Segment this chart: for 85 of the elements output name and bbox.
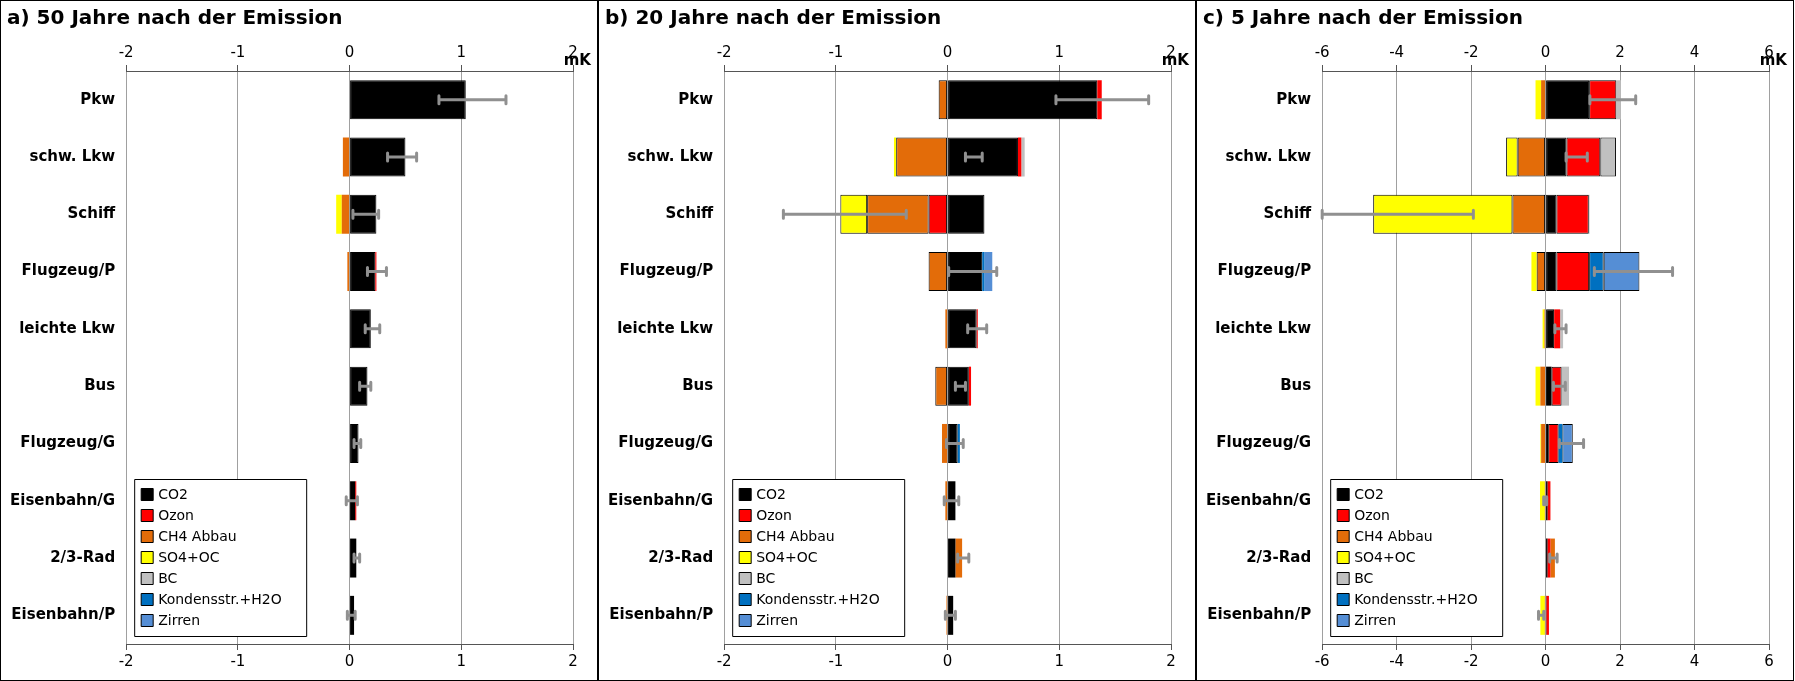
legend-label: Zirren [1354,612,1397,629]
y-tick-label: Eisenbahn/P [1207,605,1312,624]
legend-label: CH4 Abbau [756,528,835,545]
legend-label: SO4+OC [158,549,220,566]
chart-title: c) 5 Jahre nach der Emission [1203,5,1523,30]
y-tick-label: 2/3-Rad [50,547,116,566]
x2-tick-label: -2 [716,42,732,61]
legend-label: BC [756,570,776,587]
y-tick-label: Schiff [665,204,715,223]
x2-tick-label: 2 [1615,42,1625,61]
x-tick-label: 0 [344,651,355,670]
legend-label: Kondensstr.+H2O [756,591,880,608]
y-tick-label: Pkw [1276,89,1312,108]
y-tick-label: Flugzeug/G [618,433,714,452]
x-tick-label: -6 [1314,651,1330,670]
legend-label: Zirren [756,612,799,629]
legend-label: CO2 [756,486,786,503]
x2-tick-label: -1 [828,42,844,61]
x2-tick-label: -2 [1463,42,1479,61]
legend-label: BC [1354,570,1374,587]
x-tick-label: 4 [1689,651,1700,670]
y-tick-label: Schiff [67,204,117,223]
x-tick-label: -1 [230,651,246,670]
legend-label: Zirren [158,612,201,629]
x2-tick-label: 0 [1540,42,1551,61]
y-tick-label: Schiff [1263,204,1313,223]
x-tick-label: 1 [1054,651,1065,670]
y-tick-label: Pkw [678,89,714,108]
x2-tick-label: -6 [1314,42,1330,61]
chart-title: b) 20 Jahre nach der Emission [605,5,942,30]
x2-tick-label: 0 [942,42,953,61]
legend-label: BC [158,570,178,587]
y-tick-label: Bus [84,376,116,395]
x2-tick-label: 4 [1689,42,1700,61]
x2-tick-label: -4 [1389,42,1405,61]
legend-label: SO4+OC [756,549,818,566]
x-tick-label: -2 [1463,651,1479,670]
x-tick-label: 2 [1166,651,1176,670]
x-tick-label: 2 [1615,651,1625,670]
y-tick-label: schw. Lkw [1225,146,1312,165]
y-tick-label: schw. Lkw [29,146,116,165]
y-tick-label: Eisenbahn/P [609,605,714,624]
y-tick-label: Pkw [80,89,116,108]
x-tick-label: 6 [1764,651,1774,670]
x-tick-label: -4 [1389,651,1405,670]
legend-label: Kondensstr.+H2O [1354,591,1478,608]
chart-title: a) 50 Jahre nach der Emission [7,5,343,30]
x2-tick-label: 0 [344,42,355,61]
x-tick-label: 2 [568,651,578,670]
legend-label: CH4 Abbau [158,528,237,545]
x-tick-label: 0 [942,651,953,670]
legend-label: Kondensstr.+H2O [158,591,282,608]
y-tick-label: Eisenbahn/G [607,490,714,509]
x-tick-label: 0 [1540,651,1551,670]
x2-tick-label: -1 [230,42,246,61]
x2-tick-label: 1 [456,42,467,61]
y-tick-label: leichte Lkw [19,318,116,337]
y-tick-label: Bus [1280,376,1312,395]
y-tick-label: Flugzeug/P [21,261,116,280]
y-tick-label: leichte Lkw [617,318,714,337]
y-tick-label: Flugzeug/P [619,261,714,280]
y-tick-label: schw. Lkw [627,146,714,165]
y-tick-label: 2/3-Rad [648,547,714,566]
x2-tick-label: 1 [1054,42,1065,61]
legend-label: SO4+OC [1354,549,1416,566]
y-tick-label: Eisenbahn/G [9,490,116,509]
legend-label: Ozon [1354,507,1390,524]
x2-tick-label: -2 [118,42,134,61]
y-tick-label: Flugzeug/P [1217,261,1312,280]
y-tick-label: Bus [682,376,714,395]
y-tick-label: leichte Lkw [1215,318,1312,337]
y-tick-label: Flugzeug/G [20,433,116,452]
legend-label: CO2 [1354,486,1384,503]
x-tick-label: -1 [828,651,844,670]
legend-label: Ozon [756,507,792,524]
legend-label: CH4 Abbau [1354,528,1433,545]
y-tick-label: Eisenbahn/P [11,605,116,624]
x-tick-label: -2 [716,651,732,670]
legend-label: CO2 [158,486,188,503]
y-tick-label: Eisenbahn/G [1205,490,1312,509]
x-tick-label: -2 [118,651,134,670]
y-tick-label: 2/3-Rad [1246,547,1312,566]
x-tick-label: 1 [456,651,467,670]
y-tick-label: Flugzeug/G [1216,433,1312,452]
legend-label: Ozon [158,507,194,524]
